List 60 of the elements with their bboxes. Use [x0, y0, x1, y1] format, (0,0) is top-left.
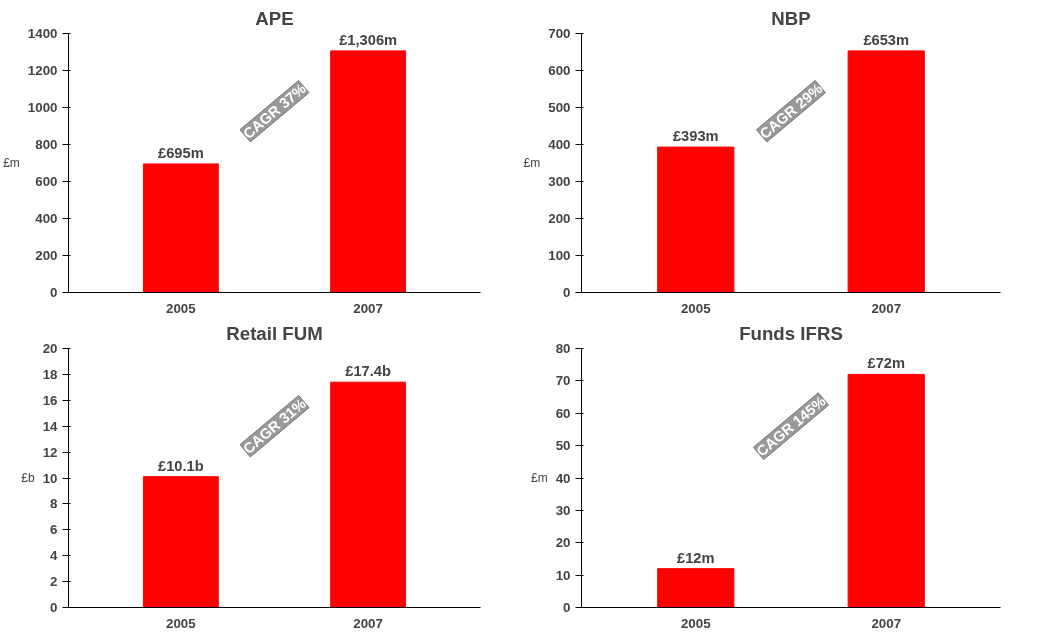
y-tick-label: 800	[35, 137, 58, 152]
y-axis-title: £m	[523, 156, 541, 170]
y-tick-label: 0	[563, 285, 571, 300]
y-tick-label: 600	[548, 63, 571, 78]
y-tick-label: 2	[50, 574, 58, 590]
y-tick-label: 10	[555, 567, 571, 583]
chart-title: APE	[255, 7, 294, 29]
y-tick-label: 8	[50, 496, 58, 512]
x-tick-label: 2007	[871, 300, 902, 316]
y-tick-label: 14	[42, 418, 59, 434]
y-tick-label: 50	[555, 438, 571, 454]
y-tick-label: 20	[42, 341, 58, 356]
y-tick-label: 0	[50, 285, 58, 300]
y-tick-label: 6	[50, 522, 58, 538]
x-tick-label: 2007	[353, 300, 383, 316]
y-tick-label: 0	[563, 600, 571, 615]
y-axis-title: £m	[3, 156, 20, 170]
chart-title: Funds IFRS	[739, 322, 843, 344]
chart-title: Retail FUM	[226, 322, 323, 344]
data-label: £653m	[863, 31, 910, 48]
data-label: £10.1b	[158, 457, 204, 474]
y-tick-label: 100	[548, 248, 571, 263]
y-tick-label: 0	[50, 600, 58, 615]
data-label: £17.4b	[345, 363, 391, 380]
x-tick-label: 2007	[353, 615, 383, 631]
data-label: £1,306m	[339, 31, 398, 48]
y-tick-label: 12	[42, 444, 58, 460]
chart-title: NBP	[771, 7, 811, 29]
x-tick-label: 2007	[871, 615, 902, 631]
y-axis-title: £m	[531, 471, 548, 485]
y-tick-label: 600	[35, 174, 58, 189]
y-tick-label: 700	[548, 26, 571, 41]
y-tick-label: 400	[548, 137, 571, 152]
data-label: £695m	[158, 144, 204, 161]
y-tick-label: 80	[555, 341, 571, 356]
y-tick-label: 16	[42, 392, 58, 408]
y-tick-label: 400	[35, 211, 58, 226]
y-tick-label: 1400	[27, 26, 58, 41]
y-axis-title: £b	[21, 471, 35, 485]
y-tick-label: 18	[42, 366, 58, 382]
y-tick-label: 1000	[27, 100, 58, 115]
x-tick-label: 2005	[680, 300, 712, 316]
x-tick-label: 2005	[680, 615, 712, 631]
y-tick-label: 30	[555, 502, 571, 518]
data-label: £72m	[867, 355, 905, 372]
y-tick-label: 60	[555, 405, 571, 421]
x-tick-label: 2005	[166, 300, 197, 316]
y-tick-label: 20	[555, 535, 571, 551]
y-tick-label: 200	[35, 248, 58, 263]
y-tick-label: 40	[555, 470, 571, 486]
y-tick-label: 1200	[27, 63, 58, 78]
x-tick-label: 2005	[166, 615, 197, 631]
y-tick-label: 500	[548, 100, 571, 115]
data-label: £393m	[672, 128, 719, 145]
data-label: £12m	[677, 549, 715, 566]
y-tick-label: 70	[555, 373, 571, 389]
y-tick-label: 4	[50, 548, 59, 564]
y-tick-label: 300	[548, 174, 571, 189]
y-tick-label: 10	[42, 470, 58, 486]
y-tick-label: 200	[548, 211, 571, 226]
